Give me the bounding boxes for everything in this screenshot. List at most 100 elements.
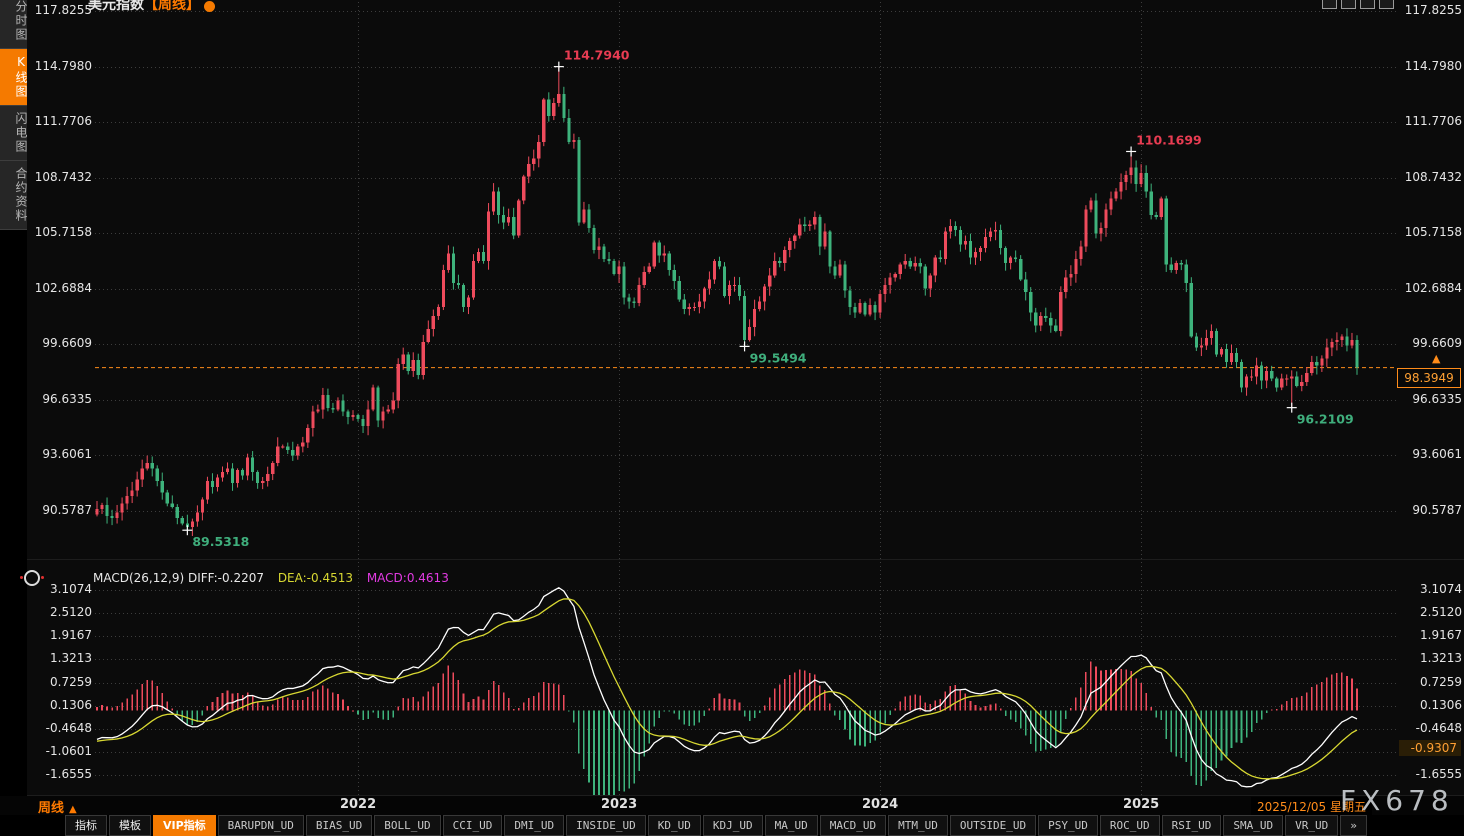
price-axis-label: 114.7980 [1404,58,1462,73]
chart-title: 美元指数【周线】 [88,0,215,14]
toolbar-tab-MTM_UD[interactable]: MTM_UD [888,815,948,836]
layout-3-icon[interactable] [1360,0,1375,9]
price-axis-label: 108.7432 [1404,169,1462,184]
annotation-low: 99.5494 [750,350,807,365]
layout-2-icon[interactable] [1341,0,1356,9]
toolbar-tab-MA_UD[interactable]: MA_UD [764,815,818,836]
price-axis-label: 111.7706 [1404,114,1462,129]
macd-axis-label: -1.6555 [1415,767,1462,781]
toolbar-tab-PSY_UD[interactable]: PSY_UD [1038,815,1098,836]
price-axis-label: 117.8255 [1404,3,1462,17]
sidebar-item-4[interactable]: 合约资料 [0,161,28,230]
macd-axis-label: -0.4648 [1415,720,1462,735]
macd-axis-label: 0.1306 [1420,697,1462,712]
toolbar-tab-BOLL_UD[interactable]: BOLL_UD [374,815,441,836]
year-label-2025: 2025 [1123,797,1160,812]
annotation-high: 110.1699 [1136,132,1202,147]
macd-axis-label: 3.1074 [1420,582,1462,596]
toolbar-tab-KDJ_UD[interactable]: KDJ_UD [702,815,763,836]
sidebar-item-2[interactable]: K线图 [0,49,28,106]
candles-layer [95,66,1359,537]
macd-axis-label: 0.7259 [50,674,92,689]
year-label-2024: 2024 [862,797,899,812]
price-axis-label: 93.6061 [42,447,92,462]
toolbar-tab-MACD_UD[interactable]: MACD_UD [819,815,887,836]
year-label-2023: 2023 [600,797,638,812]
annotation-low: 89.5318 [192,534,249,549]
scroll-to-latest-icon[interactable]: ▲ [1432,352,1441,365]
toolbar-tab-KD_UD[interactable]: KD_UD [647,815,701,836]
toolbar-tab-指标[interactable]: 指标 [65,815,107,836]
toolbar-tab-INSIDE_UD[interactable]: INSIDE_UD [566,815,646,836]
year-label-2022: 2022 [339,797,377,812]
crosshair-date-label: 2025/12/05 星期五 [1251,797,1372,816]
toolbar-tab-DMI_UD[interactable]: DMI_UD [504,815,565,836]
toolbar-tab-BIAS_UD[interactable]: BIAS_UD [305,815,373,836]
price-axis-label: 102.6884 [34,280,92,295]
gridlines-layer [0,2,1464,796]
chevron-up-icon: ▲ [69,804,77,815]
macd-axis-label: -1.0601 [45,743,92,758]
toolbar-tab-模板[interactable]: 模板 [109,815,151,836]
toolbar-tab-CCI_UD[interactable]: CCI_UD [442,815,503,836]
price-axis-label: 99.6609 [42,336,92,351]
indicator-toolbar: 指标 模板 VIP指标 BARUPDN_UD BIAS_UD BOLL_UD CCI_UD D… [65,815,1369,836]
annotations-layer: 114.7940 89.5318 99.5494 110.1699 96.2109 [182,48,1354,549]
sidebar-item-1[interactable]: 分时图 [0,0,28,49]
price-axis-label: 111.7706 [34,114,92,129]
macd-axis-label: 0.7259 [1420,674,1462,689]
fx678-watermark: FX678 [1340,784,1454,817]
macd-axis-label: -1.6555 [45,767,92,781]
price-axis-label: 117.8255 [34,3,92,17]
price-axis-label: 105.7158 [34,225,92,240]
time-axis: 周线 ▲ 2022 2023 2024 2025 2025/12/05 星期五 [0,796,1464,816]
layout-controls [1322,0,1394,9]
indicator-settings-icon[interactable] [20,570,44,586]
period-label: 【周线】 [144,0,200,13]
macd-macd-value: MACD:0.4613 [366,571,449,585]
timeframe-label: 周线 [38,801,65,816]
toolbar-tab-VIP指标[interactable]: VIP指标 [153,815,216,836]
price-axis-label: 102.6884 [1404,280,1462,295]
annotation-high: 114.7940 [564,48,630,63]
symbol-name: 美元指数 [88,0,144,13]
toolbar-tab-OUTSIDE_UD[interactable]: OUTSIDE_UD [949,815,1037,836]
macd-axis-label: 2.5120 [1420,605,1462,620]
macd-current-value-box: -0.9307 [1399,740,1461,756]
macd-layer [96,587,1358,795]
annotation-low: 96.2109 [1297,412,1354,427]
toolbar-tab-VR_UD[interactable]: VR_UD [1285,815,1339,836]
macd-axis-label: 0.1306 [50,697,92,712]
macd-axis-label: 1.3213 [1420,651,1462,666]
price-axis-label: 90.5787 [42,503,92,517]
price-axis-label: 114.7980 [34,58,92,73]
toolbar-tab-SMA_UD[interactable]: SMA_UD [1223,815,1284,836]
price-axis-label: 96.6335 [42,391,92,406]
macd-axis-label: 1.9167 [50,628,92,643]
price-axis-label: 108.7432 [34,169,92,184]
price-axis-label: 90.5787 [1412,503,1462,517]
macd-axis-label: -0.4648 [45,720,92,735]
title-badge-icon [204,0,215,12]
left-sidebar: 分时图 K线图 闪电图 合约资料 [0,0,28,800]
toolbar-tab-ROC_UD[interactable]: ROC_UD [1099,815,1160,836]
toolbar-tab-»[interactable]: » [1340,815,1367,836]
layout-1-icon[interactable] [1322,0,1337,9]
macd-axis-label: 2.5120 [50,605,92,620]
macd-axis-label: 1.9167 [1420,628,1462,643]
price-axis-label: 99.6609 [1412,336,1462,351]
macd-axis-label: 3.1074 [50,582,92,596]
toolbar-tab-BARUPDN_UD[interactable]: BARUPDN_UD [217,815,304,836]
timeframe-weekly-tab[interactable]: 周线 ▲ [38,797,77,816]
current-price-box: 98.3949 [1397,368,1461,388]
layout-4-icon[interactable] [1379,0,1394,9]
sidebar-item-3[interactable]: 闪电图 [0,106,28,161]
macd-diff-value: DIFF:-0.2207 [187,571,264,585]
macd-dea-value: DEA:-0.4513 [277,571,353,585]
price-axis-label: 105.7158 [1404,225,1462,240]
macd-header: MACD(26,12,9) DIFF:-0.2207 DEA:-0.4513 M… [93,571,449,585]
price-axis-label: 93.6061 [1412,447,1462,462]
price-axis-label: 96.6335 [1412,391,1462,406]
toolbar-tab-RSI_UD[interactable]: RSI_UD [1161,815,1222,836]
